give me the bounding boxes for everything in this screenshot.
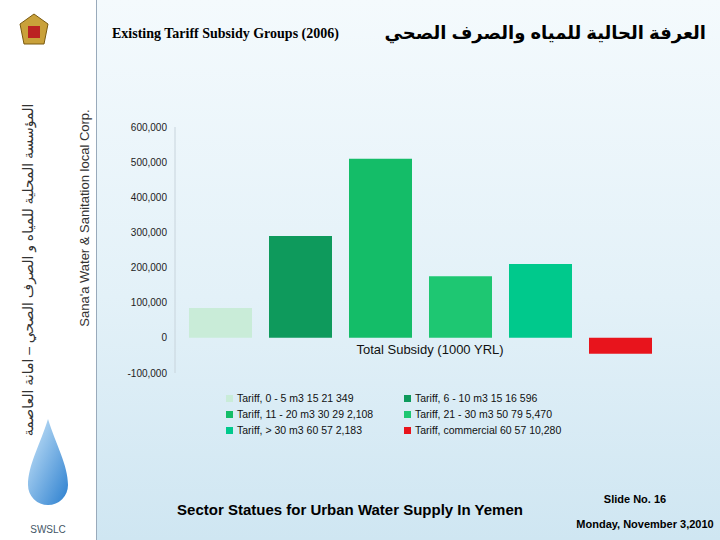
html-text:Monday, November 3,2010: Monday, November 3,2010 (576, 518, 714, 530)
svg-text:200,000: 200,000 (131, 262, 168, 273)
svg-text:500,000: 500,000 (131, 157, 168, 168)
html-text:Total Subsidy (1000 YRL): Total Subsidy (1000 YRL) (356, 342, 504, 357)
svg-text:0: 0 (161, 332, 167, 343)
svg-text:-100,000: -100,000 (128, 368, 168, 379)
svg-text:300,000: 300,000 (131, 227, 168, 238)
html-text:Tariff, 0 - 5 m3 15 21 349: Tariff, 0 - 5 m3 15 21 349 (237, 392, 354, 404)
html-text:Sector Statues for Urban Water: Sector Statues for Urban Water Supply In… (177, 501, 523, 518)
html-text:Tariff, 11 - 20 m3 30 29 2,108: Tariff, 11 - 20 m3 30 29 2,108 (237, 408, 374, 420)
html-text:العرفة الحالية للمياه والصرف ا: العرفة الحالية للمياه والصرف الصحي (384, 23, 706, 43)
html-text:Tariff, > 30 m3 60 57 2,183: Tariff, > 30 m3 60 57 2,183 (237, 424, 362, 436)
html-text:SWSLC: SWSLC (30, 524, 66, 535)
html-text:Existing Tariff Subsidy Groups: Existing Tariff Subsidy Groups (2006) (112, 26, 339, 41)
html-text:المؤسسة المحلية للمياه و الصرف: المؤسسة المحلية للمياه و الصرف الصحي – ا… (20, 103, 36, 437)
html-text:Sana'a Water & Sanitation loca: Sana'a Water & Sanitation local Corp. (77, 109, 92, 327)
html-text:Tariff, commercial 60 57 10,28: Tariff, commercial 60 57 10,280 (415, 424, 562, 436)
html-text:Tariff, 6 - 10 m3 15 16 596: Tariff, 6 - 10 m3 15 16 596 (415, 392, 538, 404)
svg-text:400,000: 400,000 (131, 192, 168, 203)
html-text:Tariff, 21 - 30 m3 50 79 5,470: Tariff, 21 - 30 m3 50 79 5,470 (415, 408, 552, 420)
svg-text:100,000: 100,000 (131, 297, 168, 308)
html-text:Slide No. 16: Slide No. 16 (603, 493, 667, 505)
svg-text:600,000: 600,000 (131, 122, 168, 133)
